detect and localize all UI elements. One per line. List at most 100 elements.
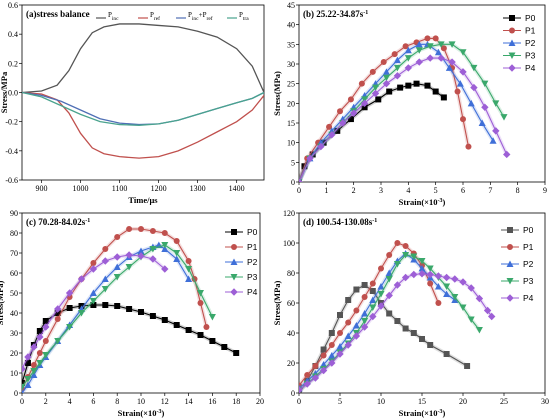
data-point — [377, 302, 385, 310]
data-point — [138, 309, 144, 315]
legend-label-P2: P2 — [247, 257, 258, 267]
y-tick-label: 0 — [14, 389, 18, 398]
data-point — [42, 352, 50, 359]
data-point — [126, 226, 133, 232]
data-point — [209, 338, 216, 344]
data-point — [448, 58, 456, 66]
data-point — [424, 82, 431, 89]
data-point — [492, 127, 500, 135]
y-tick-label: 0.6 — [8, 1, 18, 10]
data-point — [481, 103, 489, 111]
y-tick-label: 100 — [283, 239, 295, 248]
data-point — [24, 376, 32, 383]
data-point — [467, 284, 475, 292]
data-point — [397, 84, 404, 91]
x-tick-label: 1 — [324, 186, 328, 195]
data-point — [185, 266, 193, 273]
data-point — [334, 127, 341, 134]
data-point — [347, 116, 354, 123]
data-point — [161, 242, 169, 249]
data-point — [161, 230, 168, 236]
y-tick-label: 50 — [10, 289, 18, 298]
legend-marker — [507, 244, 513, 250]
y-tick-label: 40 — [287, 21, 295, 30]
data-point — [424, 35, 431, 42]
y-tick-label: 10 — [287, 139, 295, 148]
x-tick-label: 18 — [232, 397, 240, 406]
legend: P0 P1 P2 P3 P4 — [501, 225, 534, 303]
data-point — [435, 300, 442, 306]
data-point — [440, 94, 447, 101]
data-point — [328, 352, 336, 359]
data-point — [470, 64, 478, 72]
data-point — [426, 265, 434, 272]
data-point — [137, 252, 145, 260]
y-axis-label: Stress(MPa) — [0, 280, 5, 325]
data-point — [360, 323, 369, 331]
series-line-P — [22, 91, 264, 126]
data-point — [221, 344, 228, 350]
data-point — [114, 303, 121, 309]
data-point — [393, 64, 401, 72]
data-point — [394, 318, 401, 324]
y-tick-label: 0.2 — [8, 59, 18, 68]
data-point — [77, 275, 86, 283]
data-point — [22, 389, 24, 393]
data-point — [54, 338, 62, 345]
data-point — [375, 96, 382, 103]
data-point — [410, 253, 418, 260]
data-point — [415, 47, 423, 54]
legend: Pinc Pref Pinc+Pref Ptra — [96, 11, 249, 22]
data-point — [336, 343, 344, 350]
data-point — [432, 88, 439, 95]
data-point — [320, 346, 327, 353]
data-point — [426, 54, 434, 62]
data-point — [467, 99, 475, 107]
legend-label: Ptra — [239, 11, 249, 22]
legend-label-P2: P2 — [525, 38, 536, 48]
x-tick-label: 8 — [516, 186, 520, 195]
data-point — [459, 304, 467, 311]
legend-marker — [506, 278, 514, 285]
data-point — [101, 275, 109, 282]
legend-marker — [508, 39, 516, 46]
data-point — [347, 96, 354, 103]
y-tick-label: 20 — [287, 99, 295, 108]
data-point — [344, 332, 352, 339]
y-tick-label: 0 — [291, 178, 295, 187]
data-point — [197, 332, 204, 338]
data-point — [404, 46, 412, 54]
data-point — [443, 283, 451, 290]
data-point — [386, 252, 393, 258]
data-point — [451, 275, 459, 283]
data-point — [42, 318, 49, 324]
data-point — [382, 68, 390, 75]
data-point — [377, 283, 385, 290]
data-point — [459, 68, 467, 76]
data-point — [114, 234, 121, 240]
data-point — [401, 273, 410, 282]
series-line-P4 — [299, 273, 493, 391]
y-tick-label: 25 — [287, 80, 295, 89]
x-tick-label: 16 — [208, 397, 216, 406]
data-point — [30, 368, 38, 375]
data-point — [445, 64, 453, 71]
y-axis-label: Stress(MPa) — [272, 280, 282, 325]
data-point — [328, 131, 336, 139]
legend-label-P4: P4 — [247, 287, 258, 297]
data-point — [102, 302, 109, 308]
data-point — [233, 350, 240, 356]
x-tick-label: 9 — [543, 186, 547, 195]
y-tick-label: 0.4 — [8, 30, 18, 39]
data-point — [54, 305, 62, 313]
data-point — [454, 88, 461, 95]
data-point — [353, 286, 360, 293]
legend-label-P0: P0 — [523, 225, 534, 235]
data-point — [22, 384, 26, 391]
x-tick-label: 1300 — [190, 184, 206, 193]
x-axis-label: Strain(×10-3) — [399, 197, 446, 207]
data-point — [385, 276, 393, 283]
data-point — [352, 332, 361, 340]
plot-frame-b — [298, 4, 546, 183]
y-tick-label: -0.2 — [5, 118, 18, 127]
